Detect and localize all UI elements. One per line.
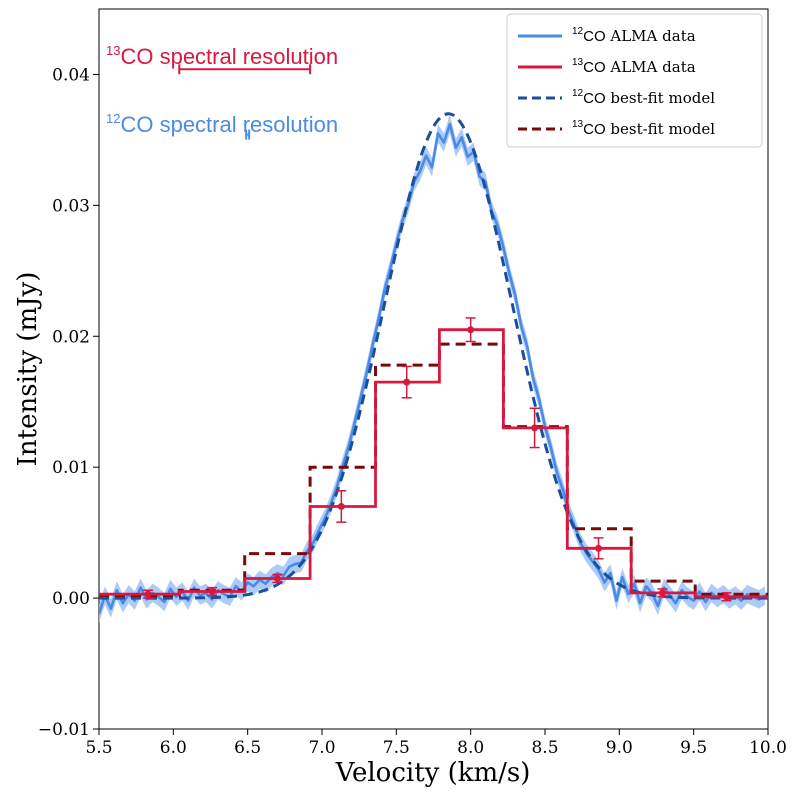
co12-resolution-annotation: 12CO spectral resolution (106, 111, 338, 140)
x-tick-label: 7.5 (383, 738, 410, 758)
co13-data-point (658, 589, 666, 597)
co12-uncertainty-band (99, 115, 765, 623)
co13-resolution-label: 13CO spectral resolution (106, 43, 338, 69)
legend-suffix: ALMA data (606, 58, 696, 76)
co13-data-point (273, 574, 281, 582)
legend-species: CO (583, 28, 606, 45)
co13-error-bars (143, 317, 732, 602)
axis-ticks: 5.5 6.0 6.5 7.0 7.5 8.0 8.5 9.0 9.5 10.0 −0.01 0.00… (38, 65, 787, 758)
y-axis-title: Intensity (mJy) (13, 272, 43, 467)
y-tick-label: 0.03 (52, 196, 90, 216)
co12-resolution-text: CO spectral resolution (120, 112, 338, 137)
x-tick-label: 8.0 (457, 738, 484, 758)
co13-data-step (99, 328, 768, 599)
co13-data-point (531, 424, 539, 432)
x-axis-title: Velocity (km/s) (335, 758, 531, 788)
legend-box (506, 13, 763, 148)
legend-species: CO (583, 90, 606, 107)
y-tick-label: 0.01 (52, 458, 90, 478)
legend-label-co13_model: 13CO best-fit model (572, 119, 715, 138)
x-tick-label: 7.0 (308, 738, 335, 758)
co12-model-line (99, 112, 768, 600)
legend-label-co12_model: 12CO best-fit model (572, 88, 715, 107)
legend-sup: 12 (572, 26, 584, 37)
x-tick-label: 9.5 (680, 738, 707, 758)
legend-sup: 13 (572, 119, 584, 130)
co13-data-point (467, 326, 475, 334)
co13-data-point (144, 590, 152, 598)
legend-species: CO (583, 59, 606, 76)
legend-species: CO (583, 121, 606, 138)
x-tick-label: 8.5 (531, 738, 558, 758)
legend-suffix: best-fit model (606, 120, 716, 138)
legend-label-co12_data: 12CO ALMA data (572, 26, 696, 45)
co13-data-point (595, 544, 603, 552)
co13-resolution-sup: 13 (106, 43, 120, 58)
co13-resolution-bar (178, 64, 312, 75)
co12-data-line (99, 122, 766, 615)
legend-sup: 13 (572, 57, 584, 68)
co13-data-point (722, 593, 730, 601)
x-tick-label: 9.0 (606, 738, 633, 758)
x-tick-label: 6.5 (234, 738, 261, 758)
co12-resolution-label: 12CO spectral resolution (106, 111, 338, 137)
x-tick-label: 5.5 (85, 738, 112, 758)
x-tick-label: 10.0 (749, 738, 787, 758)
co13-data-point (208, 588, 216, 596)
y-tick-label: 0.00 (52, 589, 90, 609)
legend-suffix: best-fit model (606, 89, 716, 107)
co12-resolution-sup: 12 (106, 111, 120, 126)
plot-frame (98, 8, 769, 730)
y-tick-label: −0.01 (38, 720, 90, 740)
legend-suffix: ALMA data (606, 27, 696, 45)
legend-label-co13_data: 13CO ALMA data (572, 57, 696, 76)
co13-data-point (337, 502, 345, 510)
legend-sup: 12 (572, 88, 584, 99)
y-tick-label: 0.04 (52, 65, 90, 85)
x-tick-label: 6.0 (160, 738, 187, 758)
co13-resolution-annotation: 13CO spectral resolution (106, 43, 338, 75)
co13-data-point (403, 378, 411, 386)
co13-resolution-text: CO spectral resolution (120, 44, 338, 69)
co12-resolution-bar (245, 129, 251, 140)
y-tick-label: 0.02 (52, 327, 90, 347)
